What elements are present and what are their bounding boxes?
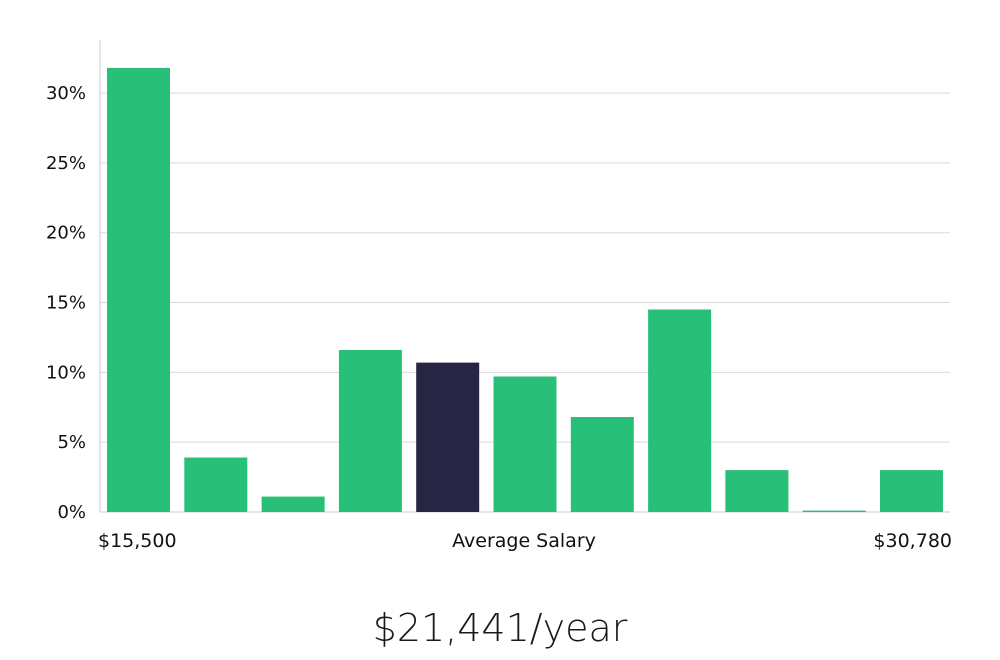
bar-3 xyxy=(261,496,325,512)
y-tick-label-20: 20% xyxy=(46,223,86,244)
x-label-center: Average Salary xyxy=(452,530,596,552)
bar-8 xyxy=(648,309,712,512)
bar-7 xyxy=(570,417,634,512)
y-tick-label-15: 15% xyxy=(46,293,86,314)
y-tick-label-30: 30% xyxy=(46,83,86,104)
x-label-min: $15,500 xyxy=(98,530,177,552)
y-tick-label-0: 0% xyxy=(57,502,86,523)
salary-histogram: 0% 5% 10% 15% 20% 25% 30% $15,500 Average Sala… xyxy=(46,40,952,552)
bar-9 xyxy=(725,470,789,512)
y-tick-label-10: 10% xyxy=(46,362,86,383)
bar-10 xyxy=(802,510,866,512)
bars xyxy=(107,67,943,513)
bar-average xyxy=(416,362,480,512)
bar-1 xyxy=(107,67,170,513)
bar-4 xyxy=(338,350,402,512)
gridlines xyxy=(100,92,950,513)
bar-11 xyxy=(880,470,943,512)
y-tick-label-25: 25% xyxy=(46,153,86,174)
average-salary-value: $21,441/year xyxy=(372,606,628,650)
y-axis-ticks: 0% 5% 10% 15% 20% 25% 30% xyxy=(46,83,86,523)
x-label-max: $30,780 xyxy=(873,530,952,552)
bar-6 xyxy=(493,376,557,512)
bar-2 xyxy=(184,457,248,512)
y-tick-label-5: 5% xyxy=(57,432,86,453)
